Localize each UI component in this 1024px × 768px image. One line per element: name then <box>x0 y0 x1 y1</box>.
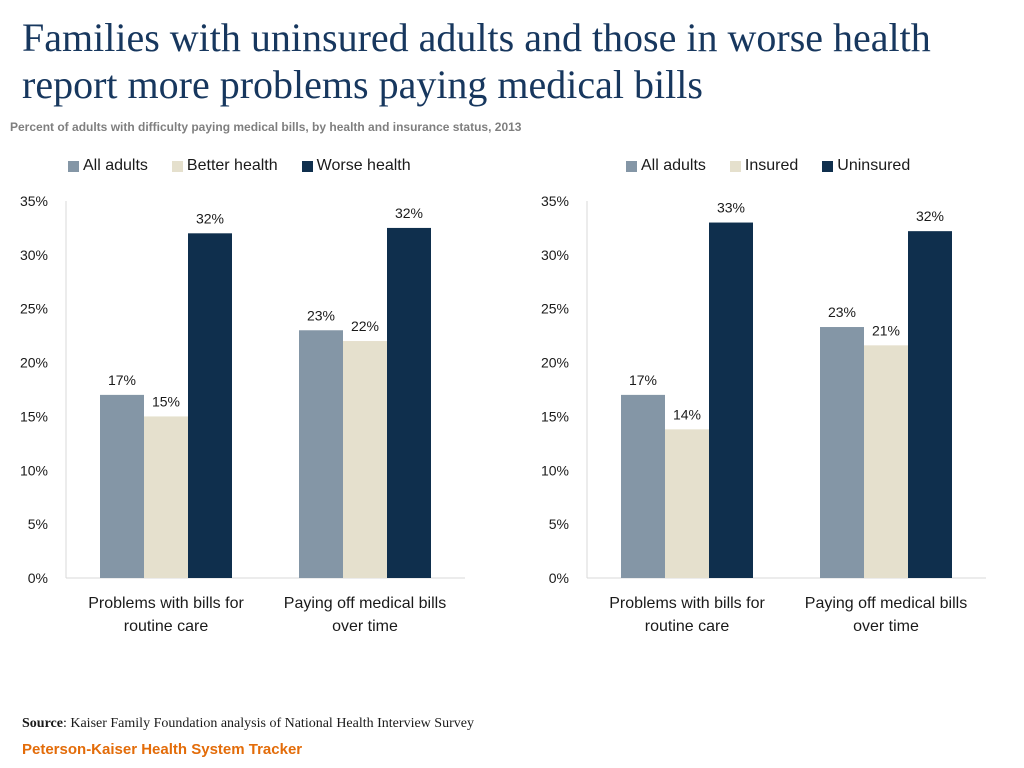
y-tick-label: 15% <box>20 408 48 424</box>
bar-worse-health <box>188 233 232 579</box>
legend-item: Worse health <box>301 157 411 175</box>
y-tick-label: 5% <box>28 516 48 532</box>
data-label: 33% <box>717 200 745 216</box>
category-label: over time <box>853 618 919 635</box>
y-tick-label: 15% <box>541 408 569 424</box>
y-tick-label: 30% <box>20 247 48 263</box>
category-label: Problems with bills for <box>88 595 244 612</box>
legend-swatch <box>626 160 637 172</box>
y-tick-label: 25% <box>20 301 48 317</box>
y-tick-label: 5% <box>549 516 569 532</box>
y-tick-label: 10% <box>20 462 48 478</box>
data-label: 32% <box>395 205 423 221</box>
chart-left: 0% 5% 10% 15% 20% 25% 30% 35% 17% 23% 15% 22% 32% 32%… <box>0 185 480 650</box>
source-note: Source: Kaiser Family Foundation analysi… <box>22 716 474 732</box>
legend-swatch <box>729 160 741 172</box>
y-tick-label: 10% <box>541 462 569 478</box>
legend-item: All adults <box>626 157 706 175</box>
data-label: 22% <box>351 318 379 334</box>
legend-label: All adults <box>83 157 148 174</box>
data-label: 17% <box>629 372 657 388</box>
y-tick-label: 35% <box>20 193 48 209</box>
data-label: 15% <box>152 393 180 409</box>
data-label: 17% <box>108 372 136 388</box>
legend-label: Insured <box>744 157 799 174</box>
y-tick-label: 35% <box>541 193 569 209</box>
bar-all-adults <box>299 330 343 578</box>
y-tick-label: 20% <box>541 355 569 371</box>
legend-swatch <box>171 160 183 172</box>
bar-uninsured <box>709 222 753 579</box>
y-tick-label: 30% <box>541 247 569 263</box>
legend-swatch <box>822 160 834 172</box>
category-label: routine care <box>645 618 730 635</box>
category-label: Problems with bills for <box>609 595 765 612</box>
data-label: 32% <box>196 210 224 226</box>
page-title: Families with uninsured adults and those… <box>22 15 931 107</box>
bar-insured <box>864 345 908 578</box>
legend-swatch <box>301 160 313 172</box>
data-label: 23% <box>828 304 856 320</box>
legend-label: Better health <box>186 157 278 174</box>
bar-chart-health-status: 0% 5% 10% 15% 20% 25% 30% 35% 17% 23% 15% 22% 32% 32%… <box>20 193 465 635</box>
category-label: over time <box>332 618 398 635</box>
data-label: 23% <box>307 307 335 323</box>
bar-better-health <box>343 341 387 578</box>
bar-uninsured <box>908 231 952 578</box>
data-label: 32% <box>916 208 944 224</box>
data-label: 21% <box>872 322 900 338</box>
bar-chart-insurance-status: 0% 5% 10% 15% 20% 25% 30% 35% 17% 23% 14% 21% 33% 32%… <box>541 193 986 635</box>
legend-label: All adults <box>641 157 706 174</box>
bar-insured <box>665 429 709 578</box>
legend-right: All adults Insured Uninsured <box>626 157 934 175</box>
bar-all-adults <box>621 394 665 578</box>
data-label: 14% <box>673 406 701 422</box>
legend-left: All adults Better health Worse health <box>68 157 435 175</box>
source-text: : Kaiser Family Foundation analysis of N… <box>62 716 474 731</box>
legend-label: Uninsured <box>837 157 911 174</box>
bar-better-health <box>144 416 188 578</box>
legend-swatch <box>68 160 79 172</box>
legend-label: Worse health <box>316 157 411 174</box>
category-label: Paying off medical bills <box>805 595 967 612</box>
bar-all-adults <box>820 327 864 578</box>
bar-worse-health <box>387 227 431 578</box>
y-tick-label: 0% <box>549 570 569 586</box>
chart-right: 0% 5% 10% 15% 20% 25% 30% 35% 17% 23% 14% 21% 33% 32%… <box>521 185 1001 650</box>
legend-item: Insured <box>729 157 799 175</box>
category-label: routine care <box>124 618 209 635</box>
category-label: Paying off medical bills <box>284 595 446 612</box>
bar-all-adults <box>100 394 144 578</box>
legend-item: Uninsured <box>822 157 910 175</box>
y-tick-label: 25% <box>541 301 569 317</box>
source-label: Source <box>22 716 63 731</box>
legend-item: Better health <box>171 157 278 175</box>
y-tick-label: 0% <box>28 570 48 586</box>
legend-item: All adults <box>68 157 148 175</box>
y-tick-label: 20% <box>20 355 48 371</box>
chart-subtitle: Percent of adults with difficulty paying… <box>10 120 522 134</box>
brand-footer: Peterson-Kaiser Health System Tracker <box>22 741 303 758</box>
